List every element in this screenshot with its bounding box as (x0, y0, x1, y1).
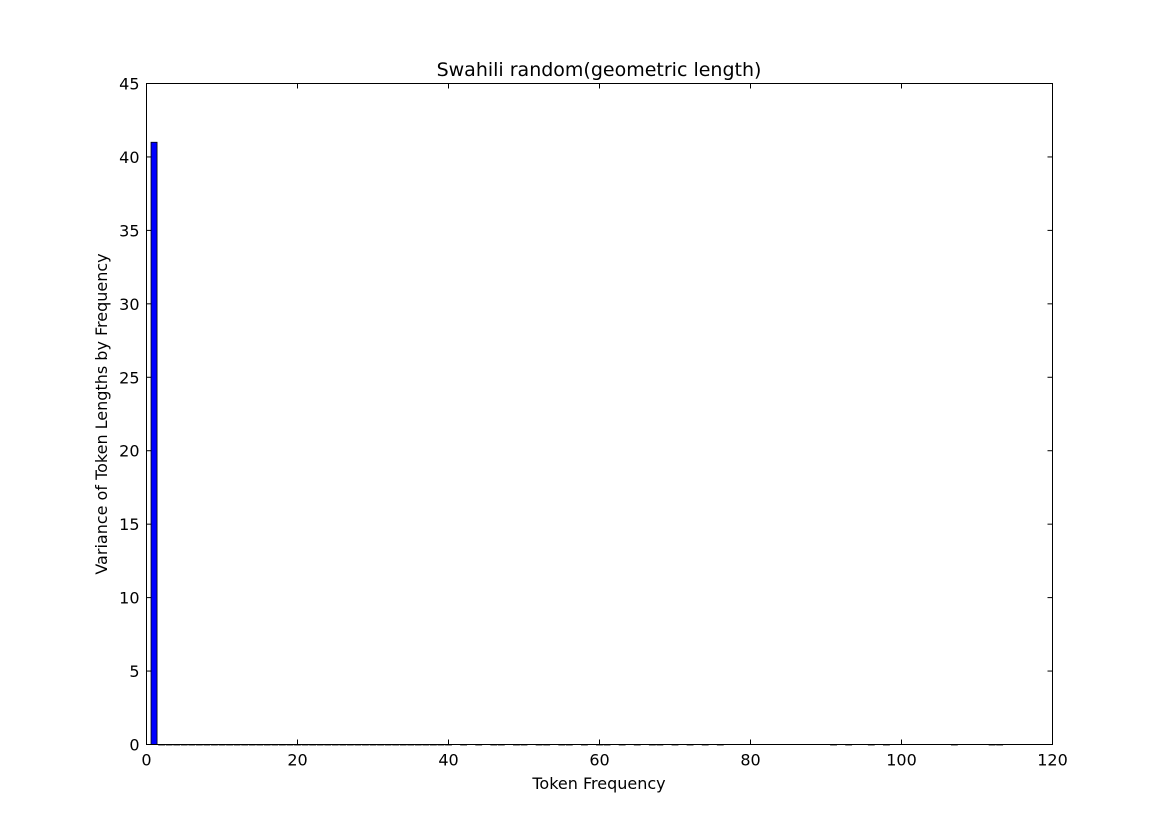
y-tick-label: 35 (119, 221, 139, 240)
y-tick-label: 15 (119, 515, 139, 534)
bar-group (150, 141, 1004, 746)
y-tick-label: 40 (119, 148, 139, 167)
x-tick-label: 0 (141, 751, 151, 770)
chart-title: Swahili random(geometric length) (437, 59, 762, 81)
x-tick-label: 40 (438, 751, 458, 770)
y-tick-label: 30 (119, 295, 139, 314)
y-tick-label: 10 (119, 589, 139, 608)
x-axis: 0 20 40 60 80 100 120 (141, 83, 1068, 770)
y-tick-label: 25 (119, 368, 139, 387)
x-tick-label: 60 (589, 751, 609, 770)
y-tick-label: 20 (119, 442, 139, 461)
y-axis-label: Variance of Token Lengths by Frequency (92, 253, 111, 574)
y-tick-label: 0 (129, 736, 139, 755)
x-tick-label: 20 (287, 751, 307, 770)
y-tick-label: 45 (119, 75, 139, 94)
y-axis: 0 5 10 15 20 25 30 35 40 45 (119, 75, 1053, 755)
x-axis-label: Token Frequency (531, 774, 665, 793)
x-tick-label: 120 (1037, 751, 1068, 770)
x-tick-label: 80 (740, 751, 760, 770)
y-tick-label: 5 (129, 662, 139, 681)
plot-frame (146, 83, 1053, 745)
bar-0 (150, 141, 158, 745)
x-tick-label: 100 (886, 751, 917, 770)
